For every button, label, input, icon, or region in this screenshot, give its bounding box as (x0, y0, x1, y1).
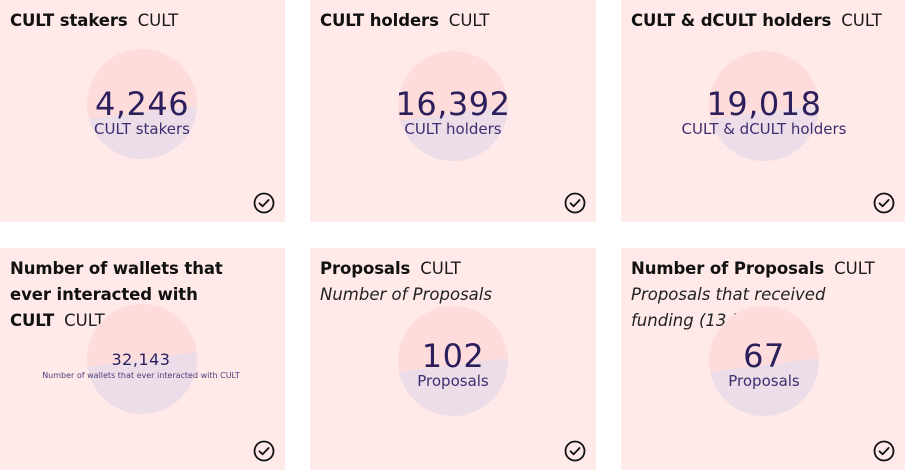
card-tag: CULT (137, 11, 179, 30)
card-header: Proposals CULT Number of Proposals (320, 256, 586, 308)
metric-circle (87, 49, 197, 159)
metric-value: 67 (743, 337, 785, 375)
metric: 32,143 Number of wallets that ever inter… (42, 350, 240, 382)
metric: 16,392 CULT holders (396, 88, 511, 138)
metric-label: CULT & dCULT holders (681, 120, 847, 138)
card-tag: CULT (420, 259, 461, 278)
metric-label: CULT holders (404, 120, 502, 138)
metric: 102 Proposals (417, 340, 488, 390)
check-circle-icon[interactable] (873, 192, 895, 214)
card-proposals: Proposals CULT Number of Proposals 102 Pr… (310, 248, 596, 470)
metric-label: Proposals (728, 372, 800, 390)
card-cult-holders: CULT holders CULT 16,392 CULT holders (310, 0, 596, 222)
check-circle-icon[interactable] (253, 440, 275, 462)
metric-label: Number of wallets that ever interacted w… (42, 371, 240, 380)
metric-value: 4,246 (94, 85, 190, 123)
card-title: CULT stakers (10, 11, 128, 30)
card-header: CULT & dCULT holders CULT (631, 8, 895, 34)
card-tag: CULT (841, 11, 882, 30)
metric-label: Proposals (417, 372, 489, 390)
card-header: Number of wallets that ever interacted w… (10, 256, 255, 334)
card-title: Number of wallets that ever interacted w… (10, 259, 223, 330)
card-header: CULT holders CULT (320, 8, 586, 34)
metric-circle (398, 306, 508, 416)
metric: 19,018 CULT & dCULT holders (682, 88, 847, 138)
card-title: Proposals (320, 259, 411, 278)
card-tag: CULT (64, 311, 105, 330)
card-funded-proposals: Number of Proposals CULT Proposals that r… (621, 248, 905, 470)
metric-value: 32,143 (111, 350, 171, 369)
metric: 67 Proposals (728, 340, 799, 390)
card-title: CULT & dCULT holders (631, 11, 832, 30)
card-tag: CULT (834, 259, 875, 278)
check-circle-icon[interactable] (564, 440, 586, 462)
metric-circle (398, 51, 508, 161)
card-tag: CULT (448, 11, 490, 30)
metric-label: CULT stakers (94, 120, 190, 138)
metric-value: 16,392 (395, 85, 511, 123)
card-title: CULT holders (320, 11, 439, 30)
metric-circle (87, 304, 197, 414)
card-cult-stakers: CULT stakers CULT 4,246 CULT stakers (0, 0, 285, 222)
metric-value: 19,018 (706, 85, 822, 123)
metric-circle (709, 306, 819, 416)
card-title: Number of Proposals (631, 259, 825, 278)
card-wallets-interacted: Number of wallets that ever interacted w… (0, 248, 285, 470)
check-circle-icon[interactable] (564, 192, 586, 214)
metric: 4,246 CULT stakers (94, 88, 190, 138)
card-cult-dcult-holders: CULT & dCULT holders CULT 19,018 CULT & d… (621, 0, 905, 222)
check-circle-icon[interactable] (253, 192, 275, 214)
metric-circle (709, 51, 819, 161)
card-header: CULT stakers CULT (10, 8, 275, 34)
check-circle-icon[interactable] (873, 440, 895, 462)
card-subtitle: Number of Proposals (320, 285, 492, 304)
metric-value: 102 (421, 337, 485, 375)
